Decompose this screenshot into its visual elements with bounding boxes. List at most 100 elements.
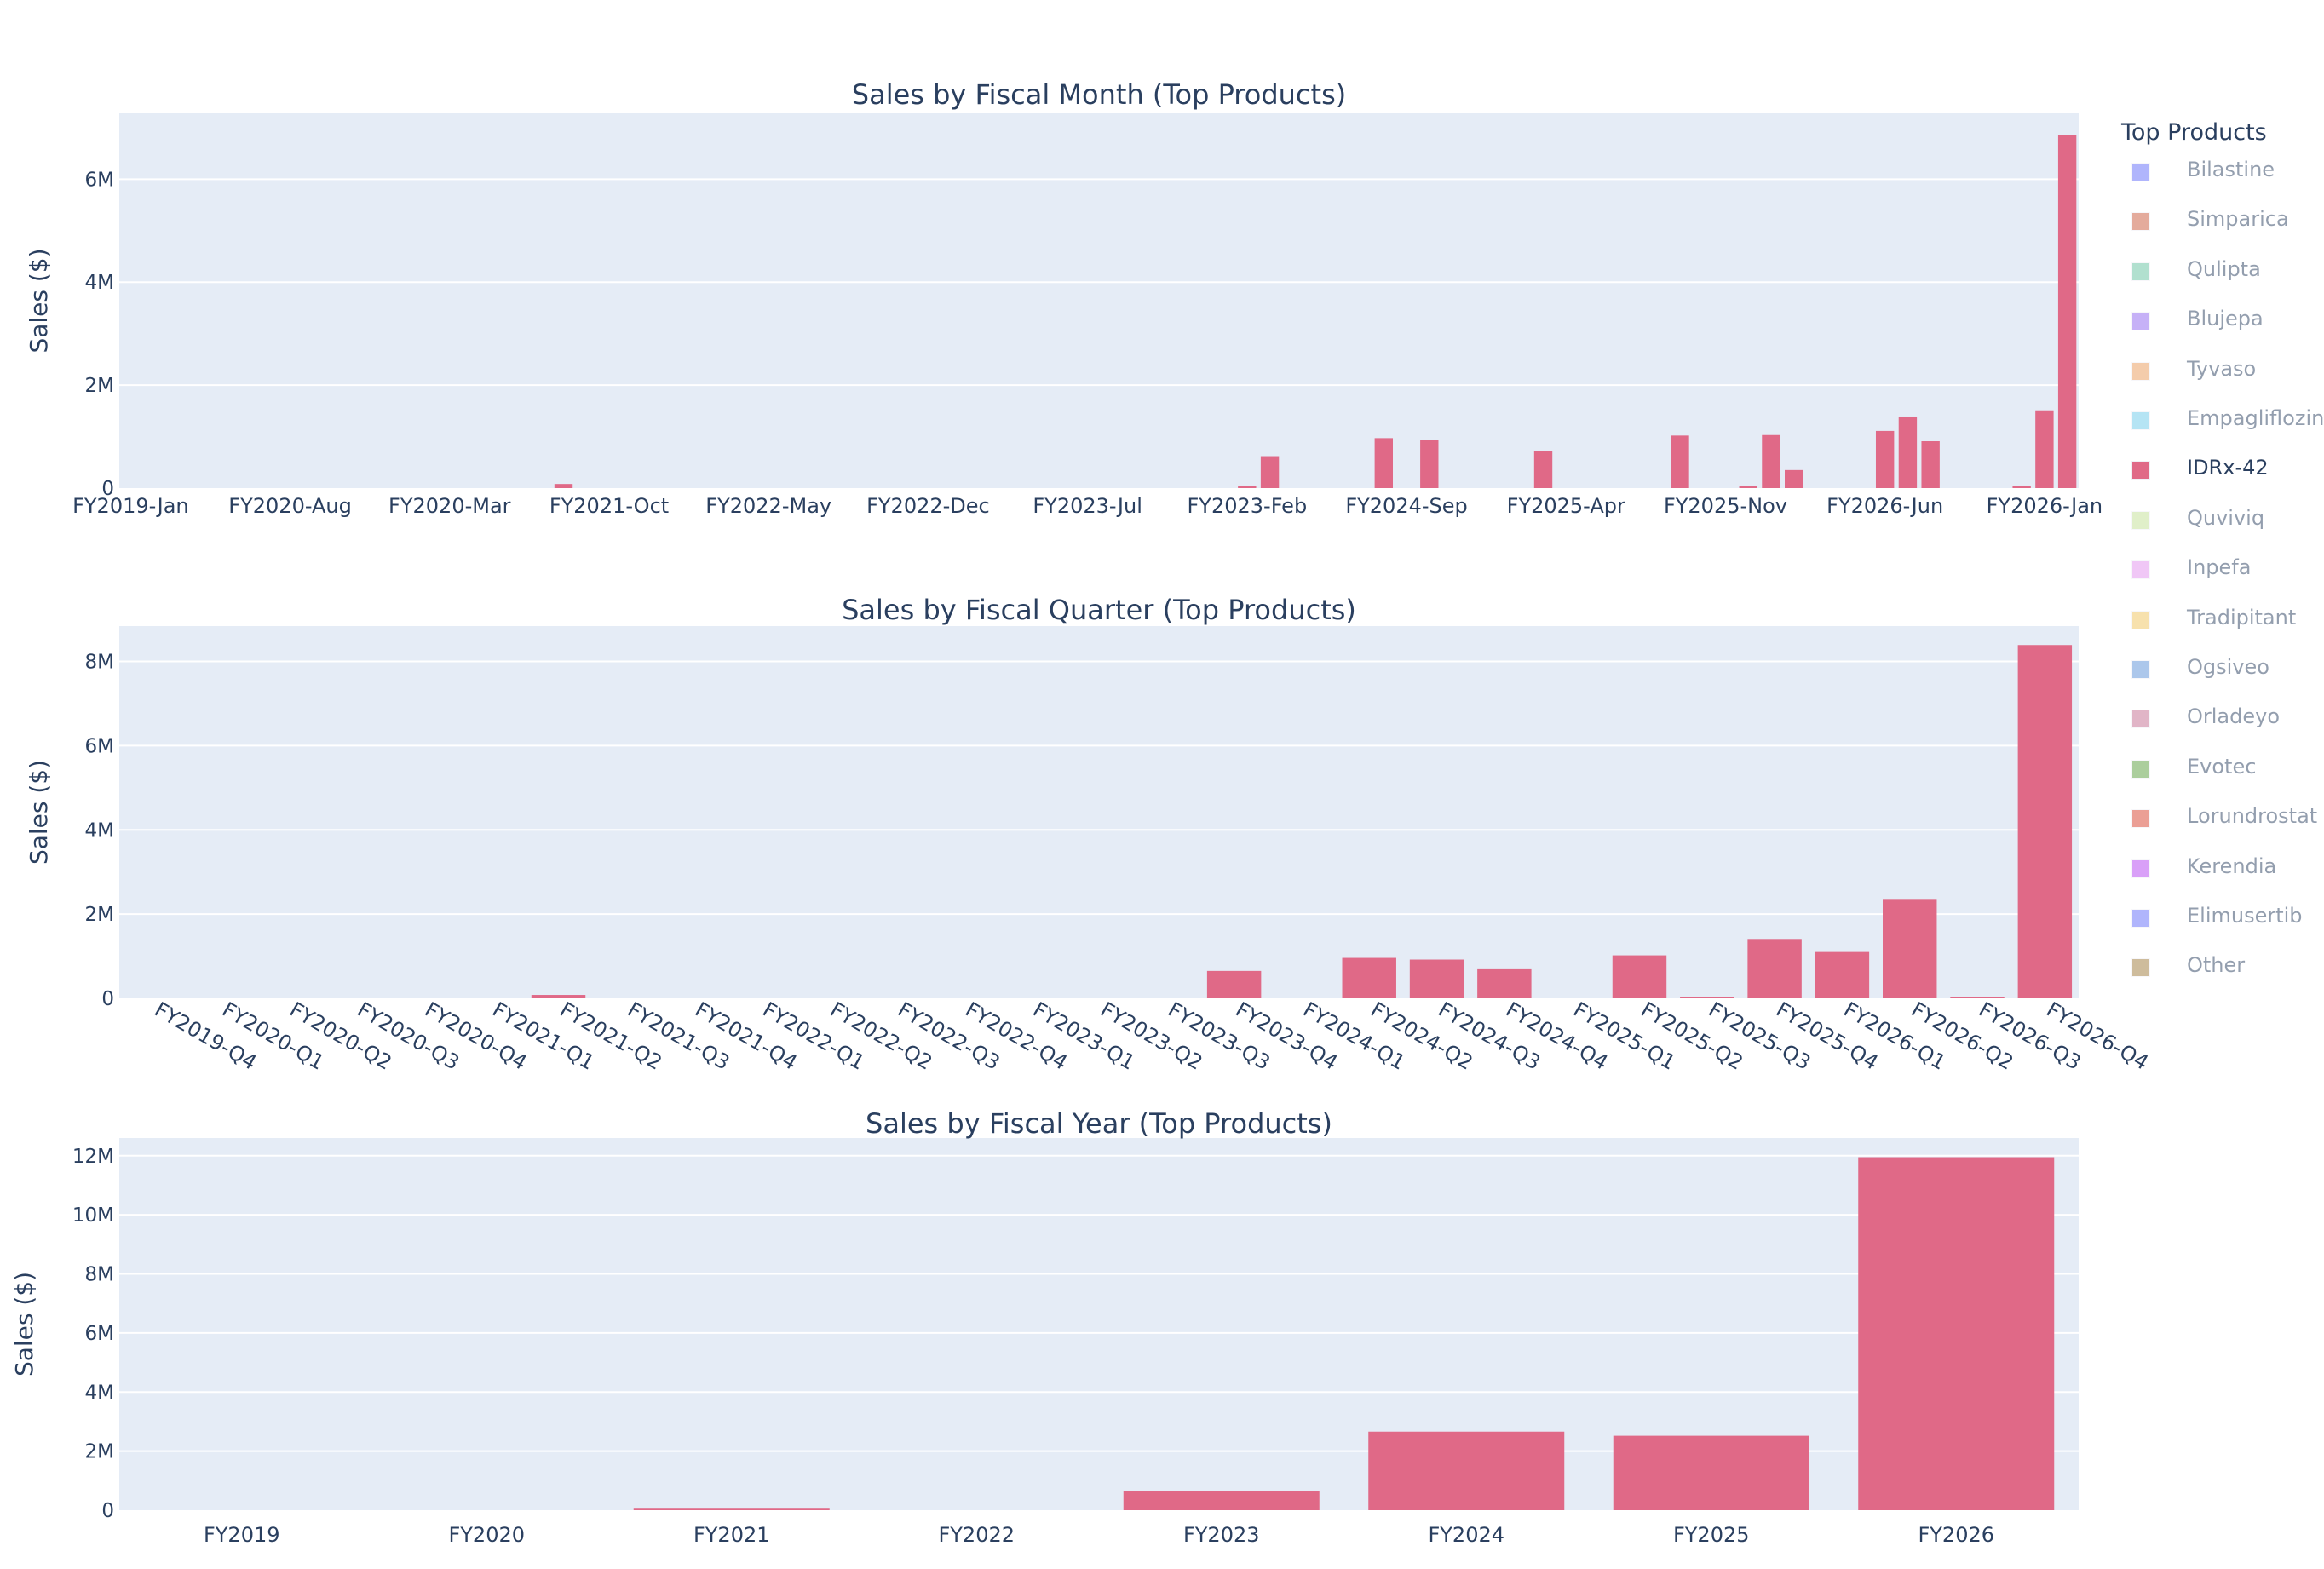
chart-title: Sales by Fiscal Month (Top Products) <box>852 78 1346 111</box>
legend-label: Bilastine <box>2187 158 2275 181</box>
legend-item-ogsiveo[interactable]: Ogsiveo <box>2121 652 2324 687</box>
bar <box>1260 456 1280 488</box>
legend-label: Tyvaso <box>2187 356 2257 381</box>
legend-swatch-icon <box>2131 560 2150 580</box>
y-tick-label: 2M <box>85 904 114 926</box>
legend-item-orladeyo[interactable]: Orladeyo <box>2121 702 2324 736</box>
bar <box>1206 970 1262 998</box>
legend-item-lorundrostat[interactable]: Lorundrostat <box>2121 802 2324 836</box>
bar <box>1921 441 1940 488</box>
legend-label: Ogsiveo <box>2187 655 2269 679</box>
legend-item-idrx-42[interactable]: IDRx-42 <box>2121 453 2324 487</box>
legend-swatch-icon <box>2131 610 2150 629</box>
legend-item-bilastine[interactable]: Bilastine <box>2121 155 2324 189</box>
legend-label: Inpefa <box>2187 555 2252 580</box>
legend-label: IDRx-42 <box>2187 456 2269 480</box>
y-tick-label: 4M <box>85 1382 114 1404</box>
y-tick-label: 12M <box>72 1146 114 1168</box>
legend-label: Lorundrostat <box>2187 804 2318 829</box>
legend-label: Quviviq <box>2187 505 2265 530</box>
legend-swatch-icon <box>2131 809 2150 829</box>
x-tick-label: FY2020-Aug <box>228 494 352 518</box>
legend-label: Simparica <box>2187 207 2289 232</box>
x-tick-label: FY2019-Jan <box>72 494 189 518</box>
bar <box>1671 435 1689 488</box>
chart-title: Sales by Fiscal Year (Top Products) <box>866 1107 1332 1140</box>
bar <box>1342 957 1396 998</box>
x-tick-label: FY2024-Sep <box>1345 494 1467 518</box>
legend-swatch-icon <box>2131 510 2150 530</box>
bar <box>1898 416 1918 488</box>
legend-item-tyvaso[interactable]: Tyvaso <box>2121 354 2324 388</box>
legend-item-qulipta[interactable]: Qulipta <box>2121 255 2324 289</box>
y-tick-label: 0 <box>101 988 114 1010</box>
legend-label: Blujepa <box>2187 307 2264 331</box>
legend-swatch-icon <box>2131 461 2150 480</box>
y-tick-label: 4M <box>85 819 114 842</box>
legend-item-evotec[interactable]: Evotec <box>2121 752 2324 786</box>
bar <box>1409 959 1464 998</box>
legend-swatch-icon <box>2131 361 2150 381</box>
bar <box>554 484 573 488</box>
y-tick-label: 10M <box>72 1204 114 1227</box>
legend-title: Top Products <box>2121 119 2267 146</box>
legend-item-blujepa[interactable]: Blujepa <box>2121 304 2324 338</box>
x-tick-label: FY2025-Nov <box>1664 494 1787 518</box>
x-tick-label: FY2023-Feb <box>1187 494 1307 518</box>
legend-swatch-icon <box>2131 958 2150 978</box>
bar <box>531 995 586 998</box>
legend-swatch-icon <box>2131 411 2150 430</box>
x-tick-label: FY2024 <box>1428 1523 1504 1547</box>
bar <box>1238 486 1257 488</box>
legend-label: Other <box>2187 953 2246 978</box>
y-tick-label: 8M <box>85 1264 114 1286</box>
legend-swatch-icon <box>2131 312 2150 331</box>
y-tick-label: 0 <box>101 478 114 500</box>
x-tick-label: FY2026-Jun <box>1826 494 1943 518</box>
bar <box>1477 968 1532 998</box>
y-tick-label: 6M <box>85 1323 114 1345</box>
legend-swatch-icon <box>2131 710 2150 729</box>
legend-item-tradipitant[interactable]: Tradipitant <box>2121 603 2324 637</box>
x-tick-label: FY2026-Jan <box>1987 494 2103 518</box>
bar <box>1739 486 1757 488</box>
bar <box>1883 899 1937 998</box>
y-tick-label: 0 <box>101 1500 114 1522</box>
bar <box>1420 440 1439 488</box>
y-axis-label: Sales ($) <box>25 248 53 353</box>
x-tick-label: FY2021 <box>693 1523 770 1547</box>
x-tick-label: FY2025 <box>1673 1523 1750 1547</box>
bar <box>1858 1157 2055 1510</box>
x-tick-label: FY2023 <box>1183 1523 1260 1547</box>
bar <box>1612 955 1667 998</box>
x-tick-label: FY2022 <box>938 1523 1015 1547</box>
legend-swatch-icon <box>2131 759 2150 779</box>
legend-swatch-icon <box>2131 163 2150 181</box>
x-tick-label: FY2025-Apr <box>1507 494 1625 518</box>
legend-item-empagliflozin[interactable]: Empagliflozin <box>2121 404 2324 438</box>
legend-item-inpefa[interactable]: Inpefa <box>2121 553 2324 587</box>
legend-label: Elimusertib <box>2187 904 2303 928</box>
legend-item-simparica[interactable]: Simparica <box>2121 204 2324 239</box>
bar <box>2057 135 2077 488</box>
y-tick-label: 6M <box>85 735 114 757</box>
legend-item-quviviq[interactable]: Quviviq <box>2121 503 2324 537</box>
legend-swatch-icon <box>2131 212 2150 232</box>
x-tick-label: FY2022-Dec <box>866 494 990 518</box>
legend-label: Kerendia <box>2187 853 2277 878</box>
legend-item-other[interactable]: Other <box>2121 951 2324 985</box>
legend-swatch-icon <box>2131 262 2150 281</box>
x-tick-label: FY2023-Jul <box>1033 494 1142 518</box>
bar <box>2017 645 2073 998</box>
legend-item-kerendia[interactable]: Kerendia <box>2121 852 2324 886</box>
legend-swatch-icon <box>2131 660 2150 679</box>
legend-swatch-icon <box>2131 909 2150 928</box>
legend-swatch-icon <box>2131 859 2150 878</box>
bar <box>1785 469 1803 488</box>
legend-item-elimusertib[interactable]: Elimusertib <box>2121 901 2324 935</box>
bar <box>2012 486 2031 488</box>
legend-label: Qulipta <box>2187 256 2261 281</box>
y-axis-label: Sales ($) <box>25 760 53 865</box>
y-axis-label: Sales ($) <box>10 1272 38 1376</box>
